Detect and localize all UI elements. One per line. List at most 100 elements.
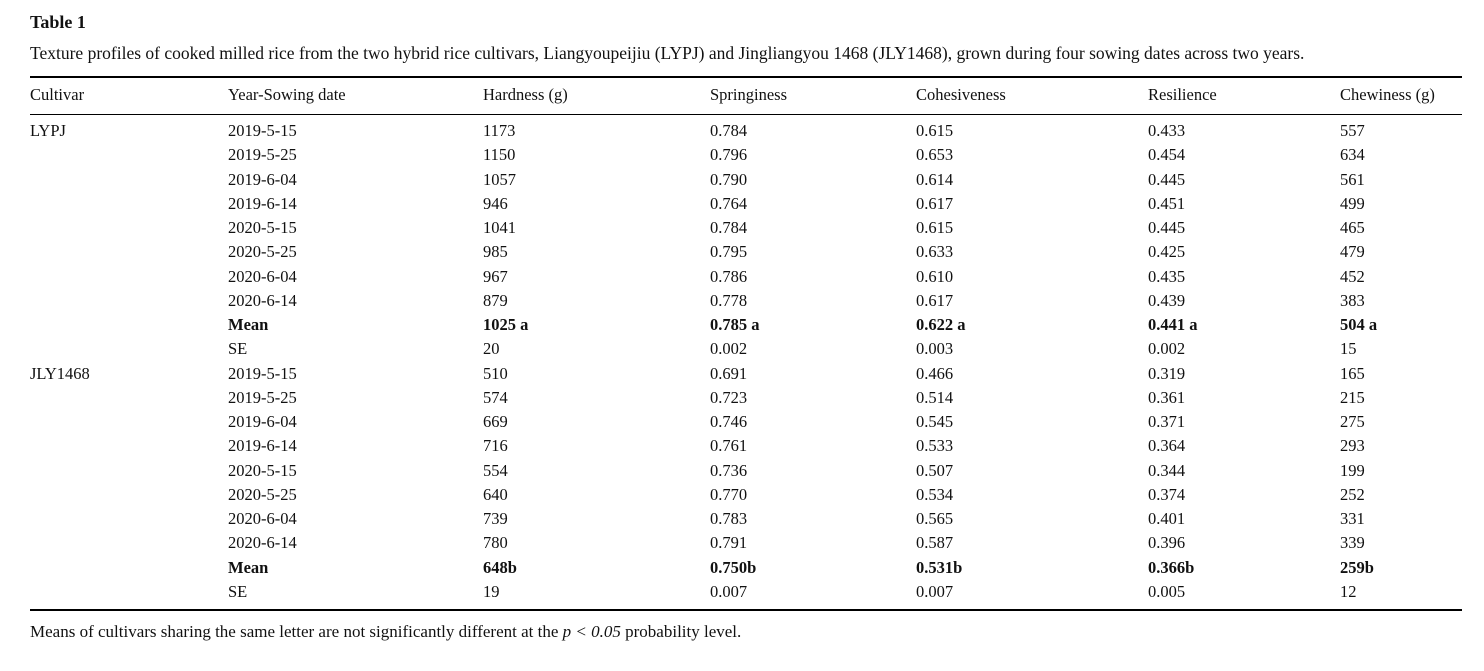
cultivar-cell <box>30 434 228 458</box>
table-row: 2019-5-25 574 0.723 0.514 0.361 215 <box>30 386 1462 410</box>
value-cell: 0.401 <box>1148 509 1186 528</box>
value-cell: 780 <box>483 533 508 553</box>
row-label-cell: SE <box>228 339 248 359</box>
table-row: 2019-6-14 946 0.764 0.617 0.451 499 <box>30 192 1462 216</box>
value-cell: 499 <box>1340 193 1365 213</box>
value-cell: 331 <box>1340 509 1365 528</box>
column-header-resilience: Resilience <box>1148 77 1340 115</box>
row-label-cell: Mean <box>228 557 269 577</box>
row-label-cell: 2019-6-04 <box>228 412 297 431</box>
value-cell: 510 <box>483 363 508 383</box>
value-cell: 0.783 <box>710 509 748 528</box>
table-row: SE 20 0.002 0.003 0.002 15 <box>30 337 1462 361</box>
row-label-cell: 2019-5-25 <box>228 145 297 165</box>
footnote-p-value: p < 0.05 <box>562 622 621 641</box>
table-row: 2020-5-25 985 0.795 0.633 0.425 479 <box>30 240 1462 264</box>
value-cell: 0.531b <box>916 557 963 577</box>
value-cell: 0.319 <box>1148 363 1186 383</box>
cultivar-cell <box>30 240 228 264</box>
value-cell: 739 <box>483 509 508 528</box>
value-cell: 0.633 <box>916 242 954 262</box>
value-cell: 0.750b <box>710 557 757 577</box>
value-cell: 0.653 <box>916 145 954 165</box>
value-cell: 0.514 <box>916 387 954 407</box>
value-cell: 0.441 a <box>1148 315 1198 334</box>
table-header: Cultivar Year-Sowing date Hardness (g) S… <box>30 77 1462 115</box>
value-cell: 0.790 <box>710 169 748 189</box>
value-cell: 0.439 <box>1148 290 1186 310</box>
value-cell: 0.445 <box>1148 169 1186 189</box>
value-cell: 0.371 <box>1148 412 1186 431</box>
value-cell: 0.791 <box>710 533 748 553</box>
table-row: 2020-6-14 780 0.791 0.587 0.396 339 <box>30 531 1462 555</box>
value-cell: 0.565 <box>916 509 954 528</box>
cultivar-cell <box>30 216 228 240</box>
value-cell: 339 <box>1340 533 1365 553</box>
column-header-chewiness: Chewiness (g) <box>1340 77 1462 115</box>
value-cell: 215 <box>1340 387 1365 407</box>
table-row: 2019-5-25 1150 0.796 0.653 0.454 634 <box>30 143 1462 167</box>
value-cell: 0.610 <box>916 266 954 286</box>
value-cell: 165 <box>1340 363 1365 383</box>
value-cell: 0.344 <box>1148 460 1186 480</box>
row-label-cell: 2020-6-04 <box>228 509 297 528</box>
column-header-hardness: Hardness (g) <box>483 77 710 115</box>
data-table: Cultivar Year-Sowing date Hardness (g) S… <box>30 76 1462 611</box>
value-cell: 0.770 <box>710 484 748 504</box>
table-header-row: Cultivar Year-Sowing date Hardness (g) S… <box>30 77 1462 115</box>
value-cell: 879 <box>483 290 508 310</box>
table-number: Table 1 <box>30 12 86 32</box>
cultivar-cell <box>30 410 228 434</box>
value-cell: 479 <box>1340 242 1365 262</box>
table-row: Mean 648b 0.750b 0.531b 0.366b 259b <box>30 556 1462 580</box>
cultivar-cell <box>30 580 228 610</box>
value-cell: 0.617 <box>916 290 954 310</box>
row-label-cell: 2020-6-14 <box>228 533 297 553</box>
value-cell: 574 <box>483 387 508 407</box>
row-label-cell: 2020-5-15 <box>228 460 297 480</box>
row-label-cell: 2020-6-04 <box>228 266 297 286</box>
value-cell: 0.622 a <box>916 315 966 334</box>
row-label-cell: 2020-5-25 <box>228 242 297 262</box>
value-cell: 1025 a <box>483 315 529 334</box>
value-cell: 0.785 a <box>710 315 760 334</box>
table-row: SE 19 0.007 0.007 0.005 12 <box>30 580 1462 610</box>
cultivar-cell <box>30 313 228 337</box>
value-cell: 0.784 <box>710 121 748 140</box>
row-label-cell: 2019-5-25 <box>228 387 297 407</box>
cultivar-cell <box>30 507 228 531</box>
value-cell: 0.366b <box>1148 557 1195 577</box>
value-cell: 0.425 <box>1148 242 1186 262</box>
value-cell: 0.445 <box>1148 218 1186 237</box>
value-cell: 0.764 <box>710 193 748 213</box>
value-cell: 0.746 <box>710 412 748 431</box>
row-label-cell: 2019-6-14 <box>228 436 297 456</box>
value-cell: 648b <box>483 557 517 577</box>
cultivar-cell <box>30 289 228 313</box>
table-row: 2019-6-04 669 0.746 0.545 0.371 275 <box>30 410 1462 434</box>
row-label-cell: 2019-6-04 <box>228 169 297 189</box>
value-cell: 0.784 <box>710 218 748 237</box>
value-cell: 20 <box>483 339 500 359</box>
table-row: 2020-6-04 739 0.783 0.565 0.401 331 <box>30 507 1462 531</box>
cultivar-cell <box>30 556 228 580</box>
row-label-cell: 2019-6-14 <box>228 193 297 213</box>
column-header-springiness: Springiness <box>710 77 916 115</box>
value-cell: 0.615 <box>916 121 954 140</box>
cultivar-cell: LYPJ <box>30 121 66 140</box>
value-cell: 0.615 <box>916 218 954 237</box>
value-cell: 1173 <box>483 121 516 140</box>
row-label-cell: SE <box>228 581 248 601</box>
row-label-cell: 2020-5-25 <box>228 484 297 504</box>
row-label-cell: 2019-5-15 <box>228 363 297 383</box>
cultivar-cell <box>30 337 228 361</box>
cultivar-cell <box>30 531 228 555</box>
value-cell: 1041 <box>483 218 516 237</box>
value-cell: 465 <box>1340 218 1365 237</box>
value-cell: 946 <box>483 193 508 213</box>
value-cell: 0.005 <box>1148 581 1186 601</box>
row-label-cell: 2019-5-15 <box>228 121 297 140</box>
value-cell: 0.433 <box>1148 121 1186 140</box>
cultivar-cell <box>30 265 228 289</box>
